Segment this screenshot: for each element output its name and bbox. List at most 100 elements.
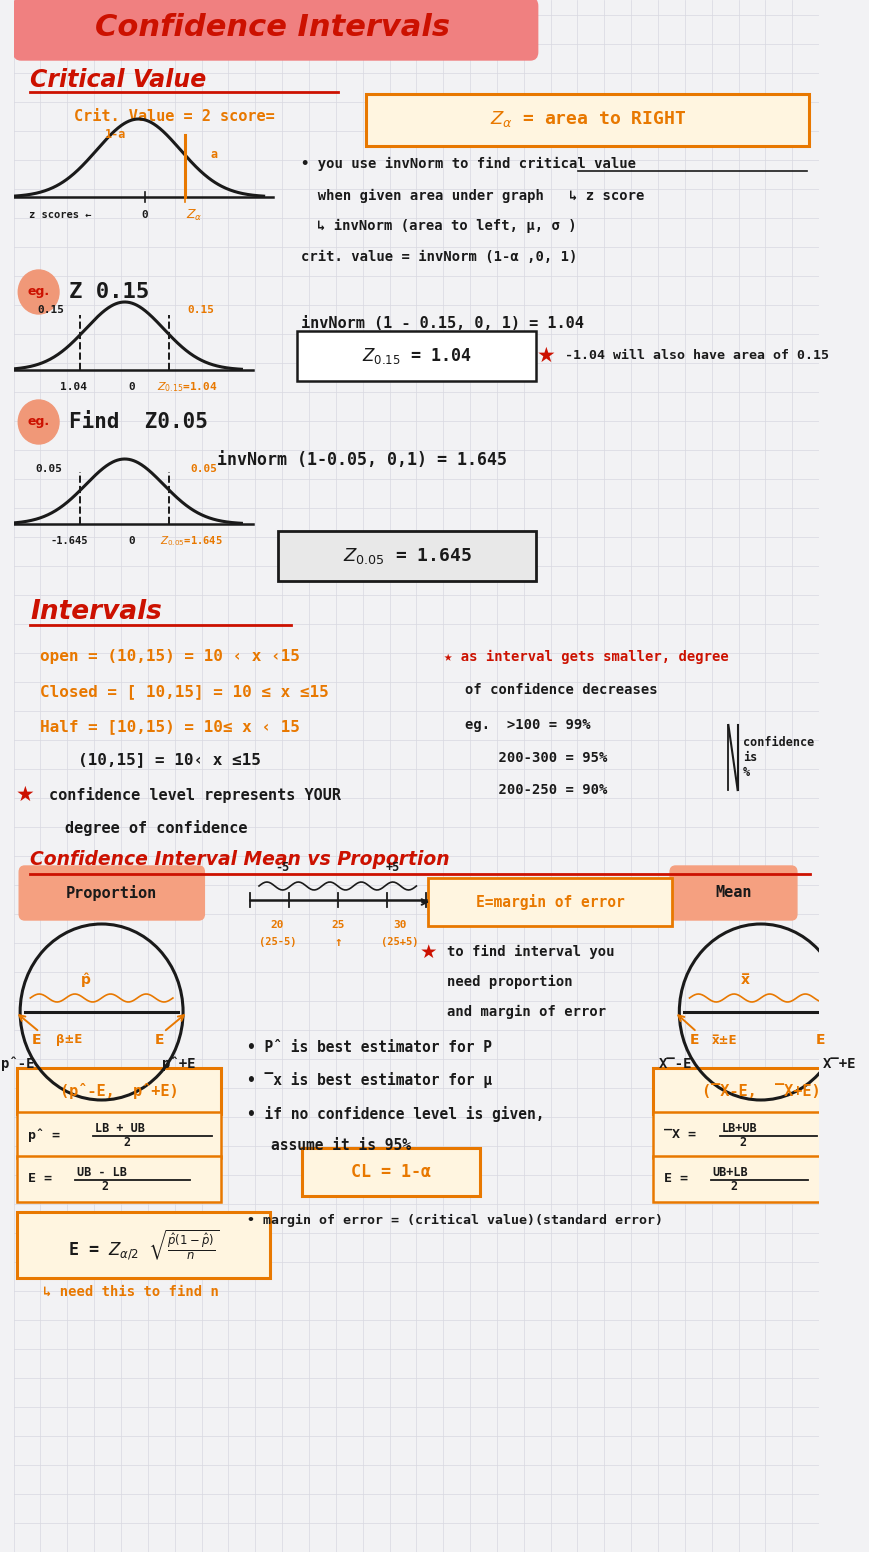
Text: X̅-E: X̅-E — [658, 1057, 692, 1071]
FancyBboxPatch shape — [17, 1068, 221, 1114]
Text: β±E: β±E — [56, 1034, 83, 1046]
Text: $Z_{0.05}$=1.645: $Z_{0.05}$=1.645 — [160, 534, 222, 548]
Text: 25: 25 — [330, 920, 344, 930]
FancyBboxPatch shape — [296, 331, 535, 380]
Text: Crit. Value = 2 score=: Crit. Value = 2 score= — [74, 110, 275, 124]
Text: 0.15: 0.15 — [187, 306, 214, 315]
Text: need proportion: need proportion — [447, 975, 572, 989]
Text: invNorm (1-0.05, 0,1) = 1.645: invNorm (1-0.05, 0,1) = 1.645 — [217, 452, 507, 469]
Text: eg.: eg. — [28, 416, 50, 428]
FancyBboxPatch shape — [669, 866, 796, 920]
Text: 0.15: 0.15 — [37, 306, 64, 315]
Text: $Z_\alpha$: $Z_\alpha$ — [186, 208, 202, 222]
Text: E: E — [815, 1034, 825, 1048]
Text: Closed = [ 10,15] = 10 ≤ x ≤15: Closed = [ 10,15] = 10 ≤ x ≤15 — [39, 684, 328, 700]
Text: • if no confidence level is given,: • if no confidence level is given, — [247, 1107, 544, 1122]
Text: x̅: x̅ — [740, 973, 749, 987]
Text: E =: E = — [663, 1172, 687, 1186]
Text: ↳ need this to find n: ↳ need this to find n — [43, 1285, 219, 1299]
Text: eg.: eg. — [28, 286, 50, 298]
Text: 2: 2 — [739, 1136, 746, 1148]
Circle shape — [18, 400, 59, 444]
Text: E = $Z_{\alpha/2}$ $\sqrt{\frac{\hat{p}(1-\hat{p})}{n}}$: E = $Z_{\alpha/2}$ $\sqrt{\frac{\hat{p}(… — [68, 1228, 219, 1262]
Text: CL = 1-α: CL = 1-α — [351, 1162, 431, 1181]
Text: E: E — [155, 1034, 164, 1048]
Text: • ̅x is best estimator for μ: • ̅x is best estimator for μ — [247, 1072, 491, 1088]
Text: 0: 0 — [129, 535, 136, 546]
Text: UB - LB: UB - LB — [76, 1166, 126, 1178]
Text: degree of confidence: degree of confidence — [64, 819, 247, 837]
Text: ↑: ↑ — [334, 936, 341, 948]
Text: (p̂-E,  p̂+E): (p̂-E, p̂+E) — [60, 1083, 178, 1099]
Text: crit. value = invNorm (1-α ,0, 1): crit. value = invNorm (1-α ,0, 1) — [301, 250, 576, 264]
Text: p̂: p̂ — [81, 973, 90, 987]
Text: $Z_{0.15}$=1.04: $Z_{0.15}$=1.04 — [157, 380, 218, 394]
Text: ↳ invNorm (area to left, μ, σ ): ↳ invNorm (area to left, μ, σ ) — [317, 219, 576, 233]
FancyBboxPatch shape — [653, 1111, 869, 1158]
Text: $Z_{0.05}$ = 1.645: $Z_{0.05}$ = 1.645 — [342, 546, 471, 566]
Text: • P̂ is best estimator for P: • P̂ is best estimator for P — [247, 1040, 491, 1054]
Text: 0.05: 0.05 — [189, 464, 216, 473]
FancyBboxPatch shape — [366, 95, 808, 146]
Text: assume it is 95%: assume it is 95% — [271, 1138, 410, 1153]
Text: ★: ★ — [536, 346, 554, 366]
Text: +5: +5 — [386, 861, 400, 874]
Text: ̅X =: ̅X = — [663, 1128, 695, 1142]
Text: $Z_{0.15}$ = 1.04: $Z_{0.15}$ = 1.04 — [362, 346, 471, 366]
FancyBboxPatch shape — [278, 531, 535, 580]
Text: E=margin of error: E=margin of error — [475, 894, 624, 909]
Text: 1.04: 1.04 — [60, 382, 87, 393]
Text: confidence
is
%: confidence is % — [742, 737, 813, 779]
Text: $Z_\alpha$ = area to RIGHT: $Z_\alpha$ = area to RIGHT — [489, 109, 685, 129]
Text: a: a — [211, 149, 218, 161]
Text: ★: ★ — [419, 942, 436, 962]
Text: Critical Value: Critical Value — [30, 68, 206, 92]
FancyBboxPatch shape — [428, 878, 671, 927]
FancyBboxPatch shape — [17, 1111, 221, 1158]
Text: E =: E = — [29, 1172, 52, 1186]
Text: of confidence decreases: of confidence decreases — [465, 683, 657, 697]
Text: Confidence Intervals: Confidence Intervals — [96, 14, 450, 42]
FancyBboxPatch shape — [17, 1156, 221, 1201]
Text: -1.645: -1.645 — [50, 535, 88, 546]
Text: • margin of error = (critical value)(standard error): • margin of error = (critical value)(sta… — [247, 1214, 662, 1226]
Text: X̅+E: X̅+E — [822, 1057, 855, 1071]
Text: 20: 20 — [270, 920, 284, 930]
FancyBboxPatch shape — [302, 1148, 480, 1197]
Text: Z 0.15: Z 0.15 — [70, 282, 149, 303]
Text: Confidence Interval Mean vs Proportion: Confidence Interval Mean vs Proportion — [30, 850, 449, 869]
Text: UB+LB: UB+LB — [712, 1166, 747, 1178]
FancyBboxPatch shape — [19, 866, 204, 920]
Text: 0: 0 — [129, 382, 136, 393]
Text: (10,15] = 10‹ x ≤15: (10,15] = 10‹ x ≤15 — [78, 753, 261, 768]
Text: (25-5): (25-5) — [258, 937, 296, 947]
Text: Find  Z0.05: Find Z0.05 — [70, 411, 208, 431]
Text: Half = [10,15) = 10≤ x ‹ 15: Half = [10,15) = 10≤ x ‹ 15 — [39, 720, 299, 734]
Text: 2: 2 — [123, 1136, 130, 1148]
Text: -5: -5 — [275, 861, 289, 874]
Text: confidence level represents YOUR: confidence level represents YOUR — [49, 787, 341, 802]
Text: 2: 2 — [730, 1180, 737, 1192]
Text: 200-300 = 95%: 200-300 = 95% — [465, 751, 607, 765]
Text: to find interval you: to find interval you — [447, 945, 614, 959]
Text: -1.04 will also have area of 0.15: -1.04 will also have area of 0.15 — [564, 349, 827, 363]
Text: Intervals: Intervals — [30, 599, 162, 625]
FancyBboxPatch shape — [653, 1156, 869, 1201]
Text: LB+UB: LB+UB — [721, 1122, 757, 1135]
Text: p̂-E: p̂-E — [1, 1057, 34, 1071]
Text: when given area under graph   ↳ z score: when given area under graph ↳ z score — [301, 189, 643, 203]
FancyBboxPatch shape — [14, 0, 537, 61]
Text: • you use invNorm to find critical value: • you use invNorm to find critical value — [301, 157, 635, 171]
Text: 1-a: 1-a — [104, 129, 126, 141]
Text: ★: ★ — [16, 785, 34, 805]
Text: open = (10,15) = 10 ‹ x ‹15: open = (10,15) = 10 ‹ x ‹15 — [39, 649, 299, 664]
Text: z scores ←: z scores ← — [29, 210, 91, 220]
Text: ★ as interval gets smaller, degree: ★ as interval gets smaller, degree — [444, 650, 728, 664]
Text: 0.05: 0.05 — [36, 464, 63, 473]
Text: 30: 30 — [393, 920, 406, 930]
Text: 200-250 = 90%: 200-250 = 90% — [465, 784, 607, 798]
Circle shape — [18, 270, 59, 314]
Text: (25+5): (25+5) — [381, 937, 418, 947]
Text: LB + UB: LB + UB — [95, 1122, 145, 1135]
Text: p̂ =: p̂ = — [29, 1128, 60, 1142]
